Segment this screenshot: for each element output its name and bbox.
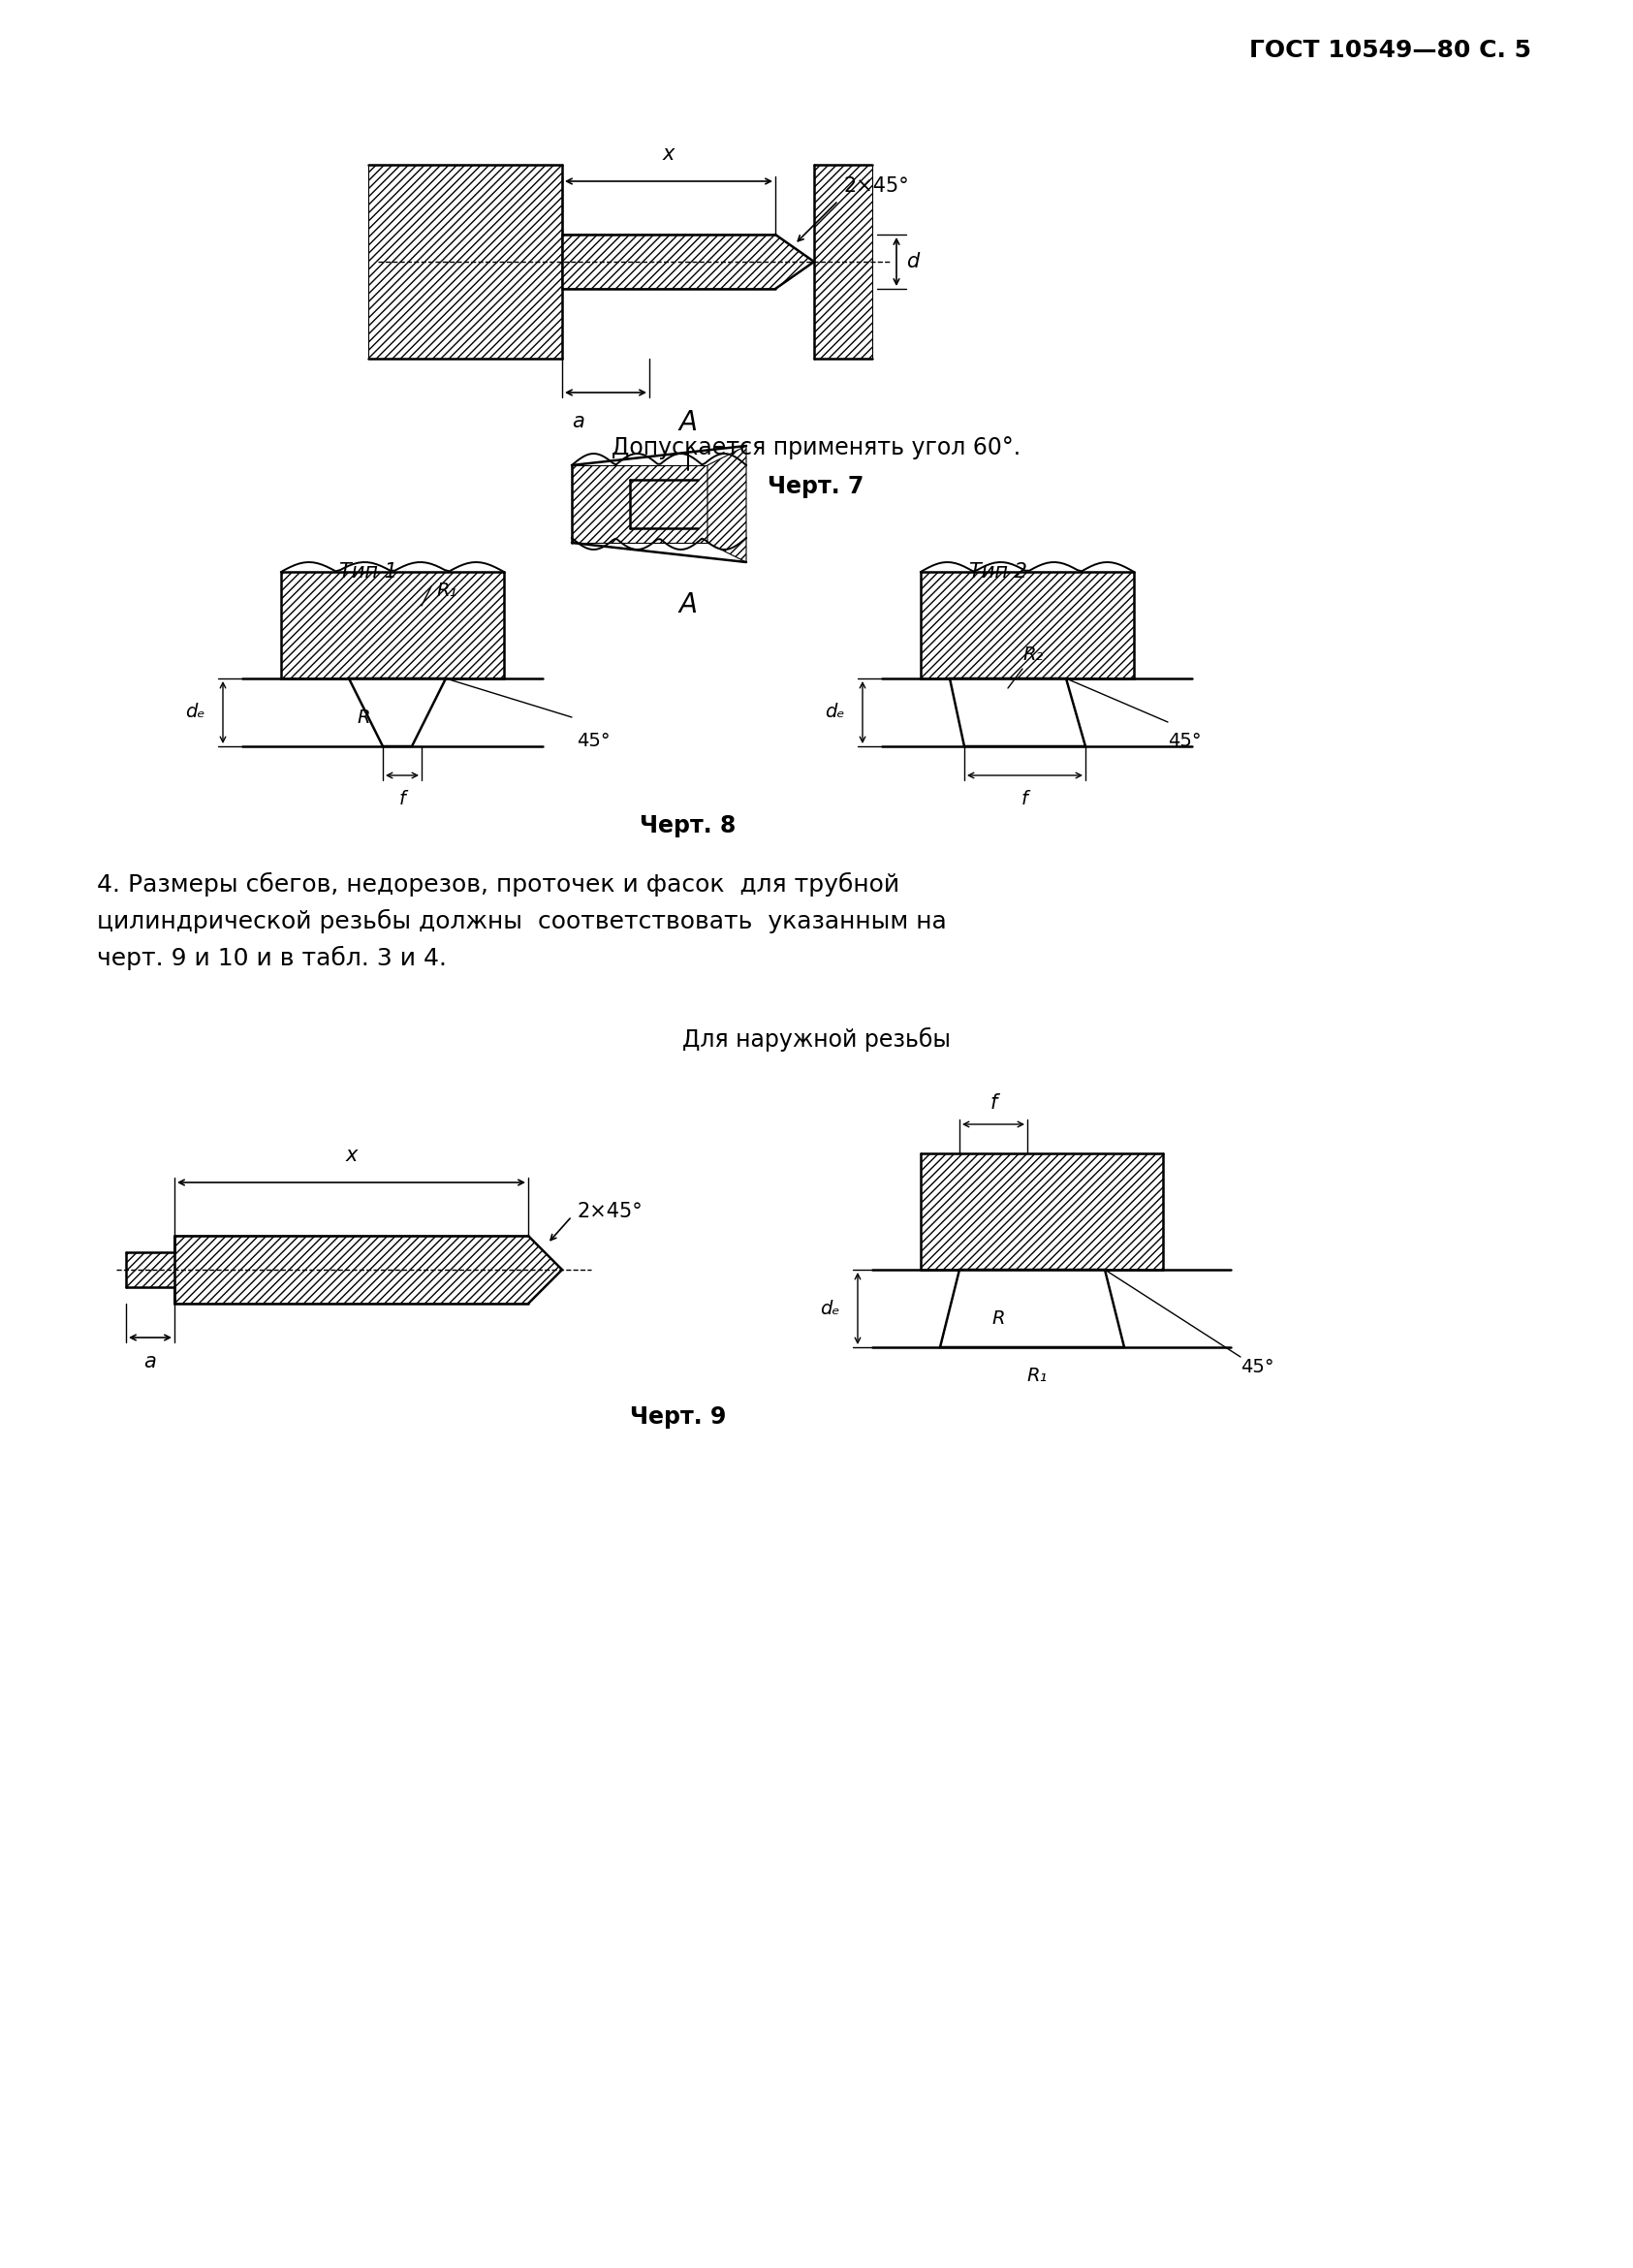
Polygon shape — [707, 447, 746, 562]
Text: 2×45°: 2×45° — [576, 1202, 642, 1220]
Text: Черт. 7: Черт. 7 — [768, 474, 864, 499]
Text: dₑ: dₑ — [820, 1300, 841, 1318]
Text: f: f — [990, 1093, 996, 1114]
Polygon shape — [175, 1236, 562, 1304]
Text: f: f — [1022, 789, 1029, 807]
Text: f: f — [398, 789, 405, 807]
Text: a: a — [572, 413, 585, 431]
Text: ГОСТ 10549—80 С. 5: ГОСТ 10549—80 С. 5 — [1249, 39, 1532, 61]
Text: dₑ: dₑ — [825, 703, 846, 721]
Text: R₁: R₁ — [1027, 1368, 1047, 1386]
Text: Для наружной резьбы: Для наружной резьбы — [683, 1027, 950, 1052]
Text: Тип 1: Тип 1 — [340, 562, 397, 581]
Text: dₑ: dₑ — [186, 703, 206, 721]
Text: R: R — [358, 708, 371, 726]
Polygon shape — [941, 1270, 1124, 1347]
Text: 45°: 45° — [1241, 1359, 1274, 1377]
Text: цилиндрической резьбы должны  соответствовать  указанным на: цилиндрической резьбы должны соответство… — [96, 909, 947, 934]
Text: 45°: 45° — [576, 733, 611, 751]
Text: А: А — [679, 408, 697, 435]
Polygon shape — [126, 1252, 175, 1288]
Text: R₂: R₂ — [1022, 646, 1043, 665]
Text: R₁: R₁ — [436, 581, 457, 601]
Polygon shape — [369, 166, 562, 358]
Text: a: a — [144, 1352, 157, 1372]
Polygon shape — [921, 572, 1133, 678]
Text: x: x — [345, 1145, 358, 1166]
Polygon shape — [562, 234, 815, 288]
Text: Черт. 9: Черт. 9 — [630, 1406, 727, 1429]
Text: d: d — [906, 252, 919, 272]
Text: А: А — [679, 592, 697, 619]
Polygon shape — [349, 678, 446, 746]
Text: черт. 9 и 10 и в табл. 3 и 4.: черт. 9 и 10 и в табл. 3 и 4. — [96, 946, 447, 971]
Polygon shape — [950, 678, 1086, 746]
Polygon shape — [349, 678, 446, 746]
Polygon shape — [281, 572, 505, 678]
Polygon shape — [921, 1154, 1163, 1270]
Text: x: x — [663, 145, 674, 163]
Text: 2×45°: 2×45° — [843, 177, 910, 195]
Text: 4. Размеры сбегов, недорезов, проточек и фасок  для трубной: 4. Размеры сбегов, недорезов, проточек и… — [96, 873, 900, 896]
Text: Тип 2: Тип 2 — [968, 562, 1027, 581]
Polygon shape — [572, 465, 707, 542]
Text: Допускается применять угол 60°.: Допускается применять угол 60°. — [611, 435, 1021, 460]
Text: Черт. 8: Черт. 8 — [640, 814, 736, 837]
Text: R: R — [991, 1309, 1004, 1327]
Text: 45°: 45° — [1168, 733, 1202, 751]
Polygon shape — [815, 166, 872, 358]
